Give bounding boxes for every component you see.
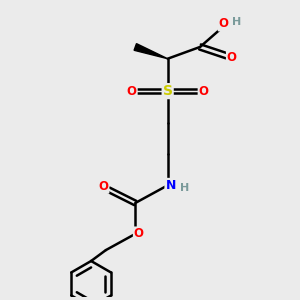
Polygon shape: [134, 44, 168, 59]
Text: O: O: [98, 180, 109, 193]
Text: O: O: [227, 51, 237, 64]
Text: H: H: [180, 183, 189, 193]
Text: O: O: [134, 227, 144, 240]
Text: O: O: [219, 17, 229, 31]
Text: N: N: [165, 179, 176, 192]
Text: O: O: [127, 85, 137, 98]
Text: H: H: [232, 16, 241, 27]
Text: S: S: [163, 84, 173, 98]
Text: O: O: [199, 85, 208, 98]
